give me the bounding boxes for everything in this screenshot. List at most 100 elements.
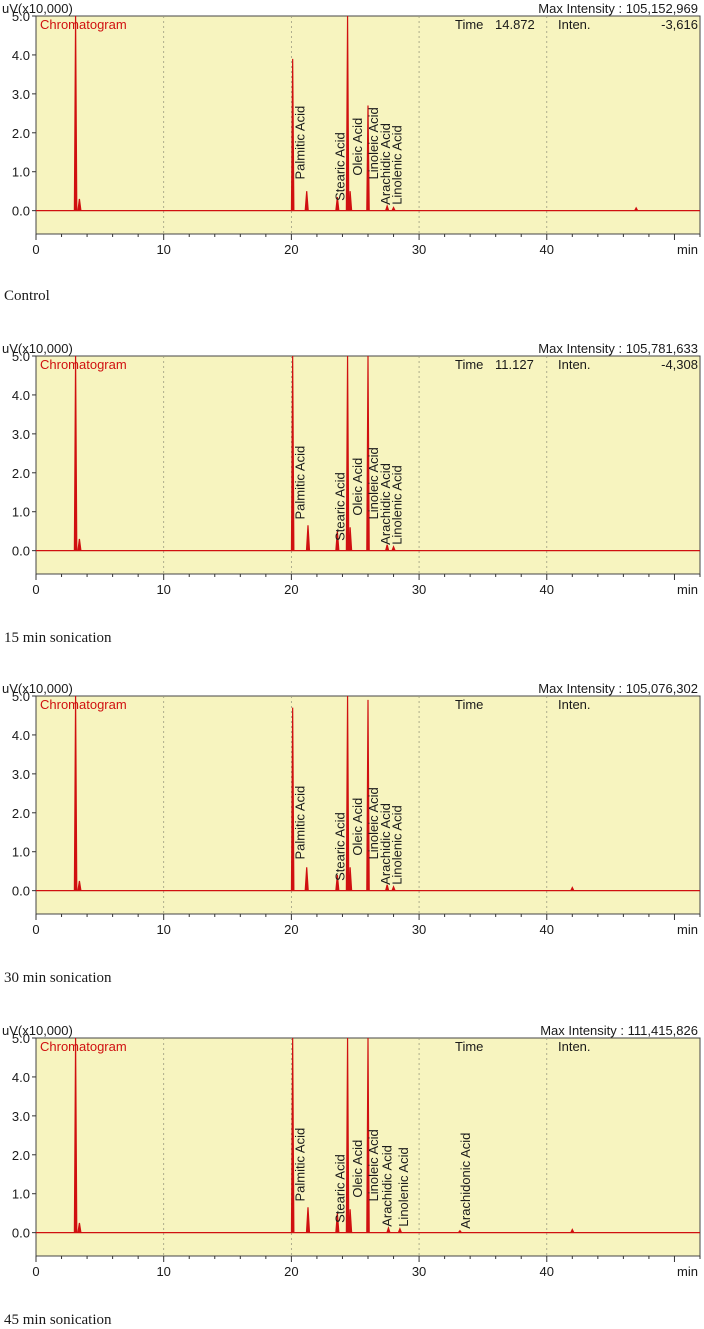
peak-11 xyxy=(570,1228,575,1233)
peak-6 xyxy=(348,1209,353,1233)
time-label: Time xyxy=(455,1039,483,1054)
time-value: 11.127 xyxy=(495,357,534,372)
max-intensity: Max Intensity : 105,781,633 xyxy=(538,341,698,356)
y-axis-label: uV(x10,000) xyxy=(2,341,73,356)
x-axis-unit: min xyxy=(677,242,698,257)
peak-label: Linoleic Acid xyxy=(366,1129,381,1201)
x-tick-label: 0 xyxy=(32,582,39,597)
x-tick-label: 10 xyxy=(156,922,170,937)
peak-label: Arachidonic Acid xyxy=(458,1133,473,1229)
x-tick-label: 20 xyxy=(284,1264,298,1279)
peak-label: Linolenic Acid xyxy=(390,465,405,545)
inten-label: Inten. xyxy=(558,357,591,372)
peak-label: Palmitic Acid xyxy=(293,1128,308,1202)
x-tick-label: 0 xyxy=(32,242,39,257)
inten-value: -3,616 xyxy=(661,17,698,32)
peak-0 xyxy=(73,695,78,891)
y-tick-label: 2.0 xyxy=(12,126,30,141)
peak-0 xyxy=(73,15,78,211)
peak-label: Linolenic Acid xyxy=(390,125,405,205)
peak-2 xyxy=(290,58,295,211)
x-tick-label: 20 xyxy=(284,582,298,597)
chromatogram-panel-0: uV(x10,000) Max Intensity : 105,152,969 Ch… xyxy=(2,1,701,257)
x-tick-label: 40 xyxy=(540,582,554,597)
peak-label: Linolenic Acid xyxy=(396,1147,411,1227)
peak-label: Palmitic Acid xyxy=(293,106,308,180)
y-tick-label: 2.0 xyxy=(12,1148,30,1163)
peak-label: Stearic Acid xyxy=(333,1154,348,1223)
time-label: Time xyxy=(455,697,483,712)
peak-5 xyxy=(345,15,350,211)
x-tick-label: 30 xyxy=(412,922,426,937)
peak-2 xyxy=(290,355,295,551)
max-intensity: Max Intensity : 105,076,302 xyxy=(538,681,698,696)
peak-0 xyxy=(73,1037,78,1233)
y-tick-label: 3.0 xyxy=(12,427,30,442)
peak-7 xyxy=(366,1037,370,1233)
y-tick-label: 1.0 xyxy=(12,505,30,520)
peak-9 xyxy=(391,545,396,551)
legend-label: Chromatogram xyxy=(40,17,127,32)
inten-label: Inten. xyxy=(558,17,591,32)
y-tick-label: 2.0 xyxy=(12,466,30,481)
peak-10 xyxy=(634,206,639,211)
x-tick-label: 10 xyxy=(156,582,170,597)
peak-4 xyxy=(335,196,340,211)
peak-label: Stearic Acid xyxy=(333,132,348,201)
inten-value: -4,308 xyxy=(661,357,698,372)
peak-label: Palmitic Acid xyxy=(293,786,308,860)
inten-label: Inten. xyxy=(558,1039,591,1054)
y-tick-label: 2.0 xyxy=(12,806,30,821)
peak-4 xyxy=(335,1213,340,1233)
time-label: Time xyxy=(455,357,483,372)
x-axis-unit: min xyxy=(677,582,698,597)
peak-label: Palmitic Acid xyxy=(293,446,308,520)
legend-label: Chromatogram xyxy=(40,357,127,372)
peak-label: Arachidic Acid xyxy=(378,463,393,545)
max-intensity: Max Intensity : 105,152,969 xyxy=(538,1,698,16)
y-tick-label: 3.0 xyxy=(12,87,30,102)
peak-0 xyxy=(73,355,78,551)
peak-label: Linoleic Acid xyxy=(366,787,381,859)
y-tick-label: 1.0 xyxy=(12,845,30,860)
panel-caption: 15 min sonication xyxy=(4,630,112,646)
peak-10 xyxy=(570,886,575,891)
y-tick-label: 4.0 xyxy=(12,1070,30,1085)
x-tick-label: 40 xyxy=(540,242,554,257)
peak-label: Linoleic Acid xyxy=(366,447,381,519)
peak-1 xyxy=(77,880,82,891)
peak-label: Arachidic Acid xyxy=(378,123,393,205)
chromatogram-panel-3: uV(x10,000) Max Intensity : 111,415,826 Ch… xyxy=(2,1023,701,1279)
peak-1 xyxy=(77,538,82,551)
max-intensity: Max Intensity : 111,415,826 xyxy=(540,1023,698,1038)
x-tick-label: 30 xyxy=(412,242,426,257)
y-tick-label: 3.0 xyxy=(12,1109,30,1124)
x-tick-label: 0 xyxy=(32,922,39,937)
y-tick-label: 1.0 xyxy=(12,1187,30,1202)
y-tick-label: 4.0 xyxy=(12,728,30,743)
y-tick-label: 3.0 xyxy=(12,767,30,782)
peak-8 xyxy=(386,1226,391,1233)
peak-2 xyxy=(290,707,295,891)
y-tick-label: 1.0 xyxy=(12,165,30,180)
time-value: 14.872 xyxy=(495,17,535,32)
peak-8 xyxy=(385,884,390,891)
peak-label: Oleic Acid xyxy=(350,1140,365,1198)
x-tick-label: 0 xyxy=(32,1264,39,1279)
peak-label: Oleic Acid xyxy=(350,798,365,856)
y-tick-label: 5.0 xyxy=(12,9,30,24)
peak-label: Linoleic Acid xyxy=(366,107,381,179)
y-tick-label: 0.0 xyxy=(12,544,30,559)
y-tick-label: 0.0 xyxy=(12,1226,30,1241)
y-tick-label: 0.0 xyxy=(12,884,30,899)
peak-label: Arachidic Acid xyxy=(378,803,393,885)
chromatogram-panel-2: uV(x10,000) Max Intensity : 105,076,302 Ch… xyxy=(2,681,701,937)
peak-label: Oleic Acid xyxy=(350,458,365,516)
peak-5 xyxy=(345,695,350,891)
x-tick-label: 40 xyxy=(540,922,554,937)
panel-caption: 45 min sonication xyxy=(4,1312,112,1328)
peak-8 xyxy=(385,544,390,551)
peak-label: Arachidic Acid xyxy=(379,1145,394,1227)
y-axis-label: uV(x10,000) xyxy=(2,1023,73,1038)
peak-label: Stearic Acid xyxy=(333,472,348,541)
